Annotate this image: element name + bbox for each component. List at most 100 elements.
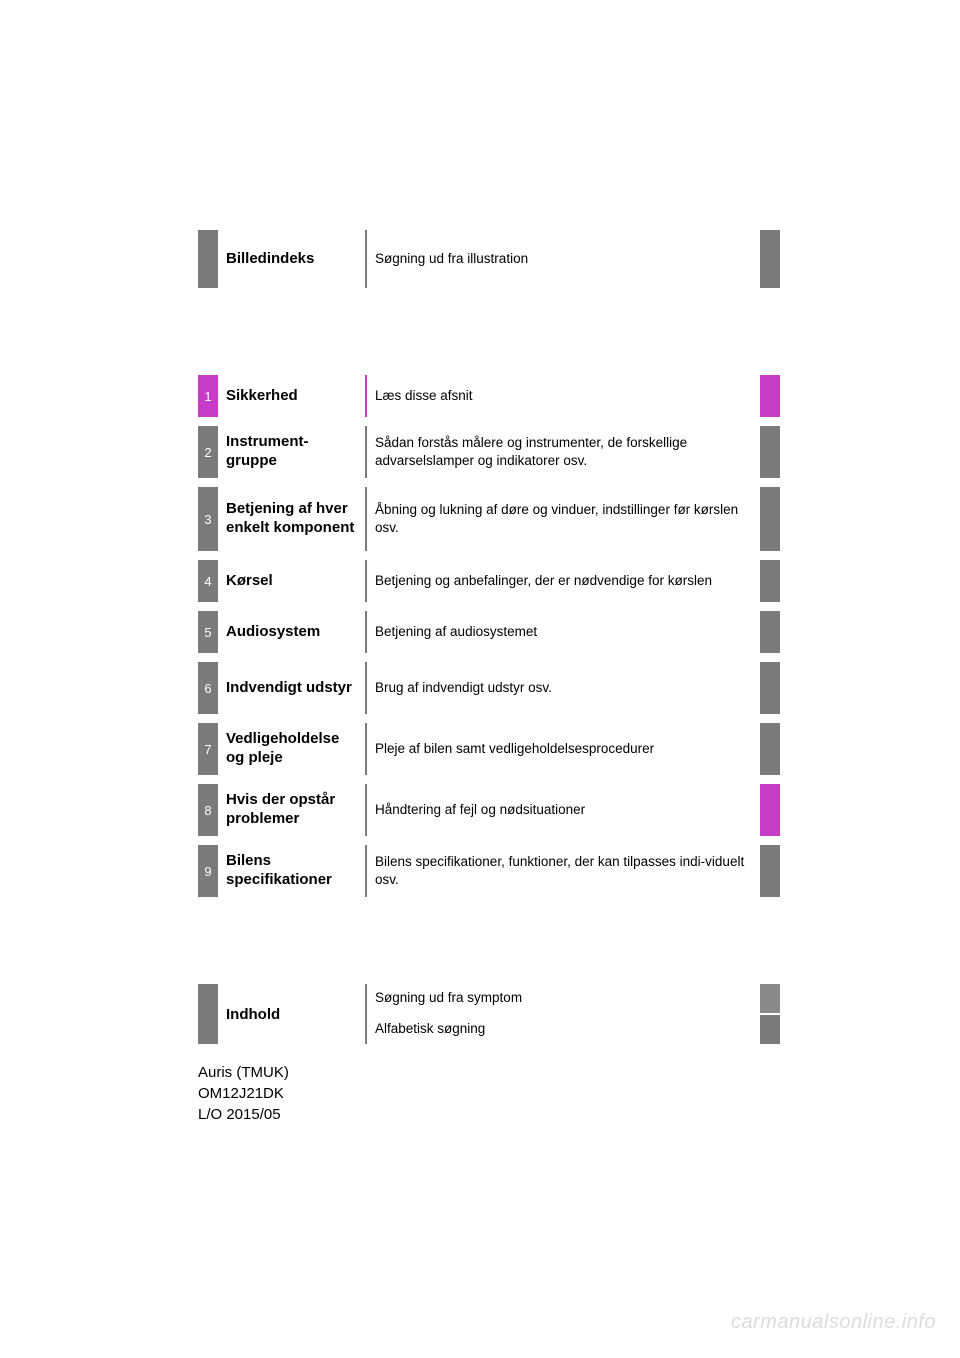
footer: Auris (TMUK) OM12J21DK L/O 2015/05 [198, 1062, 780, 1125]
tab-chapter-9: 9 [198, 845, 218, 897]
row-chapter-1: 1 Sikkerhed Læs disse afsnit [198, 375, 780, 417]
title-4: Kørsel [226, 572, 273, 591]
num-4: 4 [198, 574, 218, 589]
gap [198, 775, 780, 784]
title-8: Hvis der opstår problemer [226, 791, 357, 829]
endcap-1 [760, 375, 780, 417]
endcap-indhold-1 [760, 984, 780, 1013]
indhold-row-1: Søgning ud fra symptom [367, 984, 780, 1013]
title-6: Indvendigt udstyr [226, 679, 352, 698]
num-1: 1 [198, 389, 218, 404]
desc-cell-7: Pleje af bilen samt vedligeholdelsesproc… [367, 723, 760, 775]
title-cell-7: Vedligeholdelse og pleje [218, 723, 365, 775]
tab-chapter-7: 7 [198, 723, 218, 775]
desc-cell-3: Åbning og lukning af døre og vinduer, in… [367, 487, 760, 551]
desc-1: Læs disse afsnit [375, 387, 473, 405]
desc-cell-5: Betjening af audiosystemet [367, 611, 760, 653]
desc-7: Pleje af bilen samt vedligeholdelsesproc… [375, 740, 654, 758]
row-chapter-9: 9 Bilens specifikationer Bilens specifik… [198, 845, 780, 897]
tab-chapter-6: 6 [198, 662, 218, 714]
endcap-7 [760, 723, 780, 775]
title-cell-8: Hvis der opstår problemer [218, 784, 365, 836]
num-3: 3 [198, 512, 218, 527]
gap [198, 897, 780, 984]
endcap-4 [760, 560, 780, 602]
desc-cell-2: Sådan forstås målere og instrumenter, de… [367, 426, 760, 478]
tab-chapter-4: 4 [198, 560, 218, 602]
title-5: Audiosystem [226, 623, 320, 642]
desc-cell-4: Betjening og anbefalinger, der er nødven… [367, 560, 760, 602]
title-cell-5: Audiosystem [218, 611, 365, 653]
endcap-9 [760, 845, 780, 897]
gap [198, 714, 780, 723]
tab-indhold [198, 984, 218, 1044]
desc-cell-billedindeks: Søgning ud fra illustration [367, 230, 760, 288]
row-chapter-6: 6 Indvendigt udstyr Brug af indvendigt u… [198, 662, 780, 714]
watermark: carmanualsonline.info [731, 1311, 936, 1334]
title-cell-3: Betjening af hver enkelt komponent [218, 487, 365, 551]
footer-line-3: L/O 2015/05 [198, 1104, 780, 1125]
row-chapter-5: 5 Audiosystem Betjening af audiosystemet [198, 611, 780, 653]
desc-3: Åbning og lukning af døre og vinduer, in… [375, 501, 752, 537]
title-cell-billedindeks: Billedindeks [218, 230, 365, 288]
tab-billedindeks [198, 230, 218, 288]
endcap-3 [760, 487, 780, 551]
desc-8: Håndtering af fejl og nødsituationer [375, 801, 585, 819]
desc-cell-8: Håndtering af fejl og nødsituationer [367, 784, 760, 836]
endcap-6 [760, 662, 780, 714]
desc-4: Betjening og anbefalinger, der er nødven… [375, 572, 712, 590]
gap [198, 478, 780, 487]
title-cell-6: Indvendigt udstyr [218, 662, 365, 714]
tab-chapter-5: 5 [198, 611, 218, 653]
row-indhold: Indhold Søgning ud fra symptom Alfabetis… [198, 984, 780, 1044]
title-1: Sikkerhed [226, 387, 298, 406]
endcap-indhold-2 [760, 1015, 780, 1044]
title-cell-indhold: Indhold [218, 984, 365, 1044]
title-cell-9: Bilens specifikationer [218, 845, 365, 897]
footer-line-2: OM12J21DK [198, 1083, 780, 1104]
title-7: Vedligeholdelse og pleje [226, 730, 357, 768]
row-chapter-8: 8 Hvis der opstår problemer Håndtering a… [198, 784, 780, 836]
title-3: Betjening af hver enkelt komponent [226, 500, 357, 538]
title-cell-2: Instrument-gruppe [218, 426, 365, 478]
row-chapter-7: 7 Vedligeholdelse og pleje Pleje af bile… [198, 723, 780, 775]
desc-9: Bilens specifikationer, funktioner, der … [375, 853, 752, 889]
gap [198, 653, 780, 662]
gap [198, 551, 780, 560]
gap [198, 417, 780, 426]
gap [198, 288, 780, 375]
num-9: 9 [198, 864, 218, 879]
desc-indhold-1: Søgning ud fra symptom [375, 989, 522, 1007]
row-chapter-2: 2 Instrument-gruppe Sådan forstås målere… [198, 426, 780, 478]
endcap-8 [760, 784, 780, 836]
desc-cell-6: Brug af indvendigt udstyr osv. [367, 662, 760, 714]
footer-line-1: Auris (TMUK) [198, 1062, 780, 1083]
desc-5: Betjening af audiosystemet [375, 623, 537, 641]
title-cell-1: Sikkerhed [218, 375, 365, 417]
row-chapter-3: 3 Betjening af hver enkelt komponent Åbn… [198, 487, 780, 551]
desc-billedindeks: Søgning ud fra illustration [375, 250, 528, 268]
title-2: Instrument-gruppe [226, 433, 357, 471]
indhold-right: Søgning ud fra symptom Alfabetisk søgnin… [367, 984, 780, 1044]
desc-6: Brug af indvendigt udstyr osv. [375, 679, 552, 697]
desc-2: Sådan forstås målere og instrumenter, de… [375, 434, 752, 470]
gap [198, 602, 780, 611]
endcap-2 [760, 426, 780, 478]
desc-cell-indhold-2: Alfabetisk søgning [367, 1015, 760, 1044]
tab-chapter-1: 1 [198, 375, 218, 417]
desc-indhold-2: Alfabetisk søgning [375, 1020, 485, 1038]
title-billedindeks: Billedindeks [226, 250, 314, 269]
tab-chapter-8: 8 [198, 784, 218, 836]
desc-cell-indhold-1: Søgning ud fra symptom [367, 984, 760, 1013]
title-indhold: Indhold [226, 1006, 280, 1023]
num-8: 8 [198, 803, 218, 818]
title-cell-4: Kørsel [218, 560, 365, 602]
num-7: 7 [198, 742, 218, 757]
page: Billedindeks Søgning ud fra illustration… [0, 0, 960, 1358]
tab-chapter-3: 3 [198, 487, 218, 551]
tab-chapter-2: 2 [198, 426, 218, 478]
row-billedindeks: Billedindeks Søgning ud fra illustration [198, 230, 780, 288]
num-5: 5 [198, 625, 218, 640]
indhold-row-2: Alfabetisk søgning [367, 1015, 780, 1044]
content-area: Billedindeks Søgning ud fra illustration… [198, 230, 780, 1125]
